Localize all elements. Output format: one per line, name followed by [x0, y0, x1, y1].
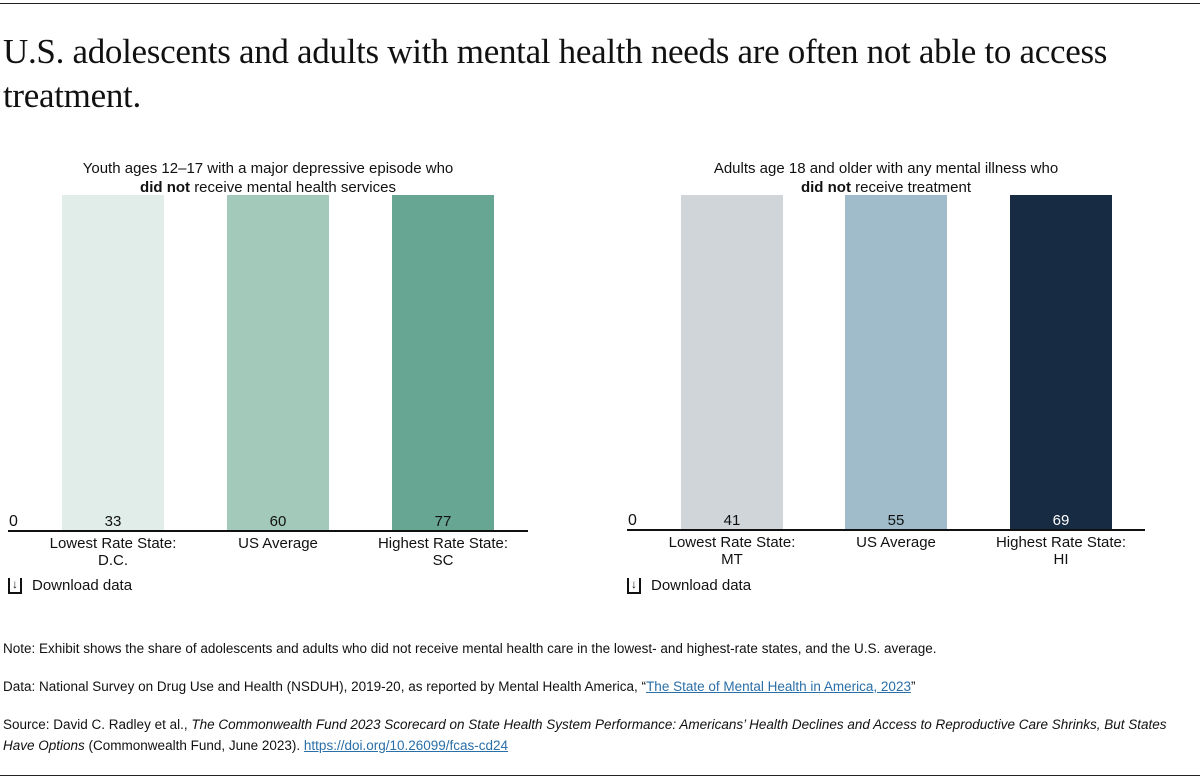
- download-label: Download data: [651, 577, 752, 594]
- data-prefix: Data: National Survey on Drug Use and He…: [3, 679, 647, 694]
- x-tick-label: Lowest Rate State:: [669, 534, 796, 551]
- x-tick-label: Lowest Rate State:: [50, 535, 177, 552]
- x-tick-label: MT: [721, 551, 743, 568]
- bar: [845, 195, 947, 530]
- x-tick-label: SC: [433, 552, 454, 569]
- x-tick-label: US Average: [238, 535, 318, 552]
- bar-value-label: 69: [1053, 512, 1070, 529]
- chart-1-title-rest: receive mental health services: [194, 179, 396, 196]
- x-tick-label: D.C.: [98, 552, 128, 569]
- source: Source: David C. Radley et al., The Comm…: [3, 714, 1193, 756]
- y-tick-label: 0: [628, 512, 637, 529]
- y-tick-label: 0: [9, 513, 18, 530]
- chart-1-title-line1: Youth ages 12–17 with a major depressive…: [82, 160, 454, 177]
- download-icon: ↓: [8, 577, 22, 594]
- data-source: Data: National Survey on Drug Use and He…: [3, 676, 1193, 697]
- x-tick-label: Highest Rate State:: [378, 535, 508, 552]
- download-label: Download data: [32, 577, 133, 594]
- download-data-button-2[interactable]: ↓ Download data: [627, 577, 751, 594]
- bar: [1010, 195, 1112, 530]
- note: Note: Exhibit shows the share of adolesc…: [3, 641, 937, 656]
- chart-2-title-rest: receive treatment: [855, 179, 972, 196]
- chart-2-title-line1: Adults age 18 and older with any mental …: [713, 160, 1059, 177]
- chart-1-title: Youth ages 12–17 with a major depressive…: [8, 159, 528, 197]
- source-mid: (Commonwealth Fund, June 2023).: [84, 738, 304, 753]
- bar: [62, 195, 164, 532]
- page-title: U.S. adolescents and adults with mental …: [3, 32, 1108, 115]
- chart-2-title-bold: did not: [800, 179, 851, 196]
- source-prefix: Source: David C. Radley et al.,: [3, 717, 192, 732]
- bar-value-label: 55: [888, 512, 905, 529]
- top-rule: [0, 3, 1200, 4]
- charts-svg: 010203040506070809033Lowest Rate State:D…: [8, 195, 1145, 569]
- bottom-rule: [0, 775, 1200, 776]
- data-suffix: ”: [910, 679, 916, 694]
- x-tick-label: Highest Rate State:: [996, 534, 1126, 551]
- source-link[interactable]: https://doi.org/10.26099/fcas-cd24: [303, 738, 509, 753]
- x-tick-label: HI: [1054, 551, 1069, 568]
- download-icon: ↓: [627, 577, 641, 594]
- bar-value-label: 33: [105, 513, 122, 530]
- download-data-button-1[interactable]: ↓ Download data: [8, 577, 132, 594]
- chart-2-title: Adults age 18 and older with any mental …: [627, 159, 1145, 197]
- bar: [681, 195, 783, 530]
- bar: [392, 195, 494, 531]
- bar-value-label: 60: [270, 513, 287, 530]
- data-link[interactable]: The State of Mental Health in America, 2…: [646, 679, 911, 694]
- x-tick-label: US Average: [856, 534, 936, 551]
- source-title: The Commonwealth Fund 2023 Scorecard on …: [3, 717, 1167, 753]
- bar-value-label: 41: [724, 512, 741, 529]
- bar: [227, 195, 329, 531]
- chart-1-title-bold: did not: [140, 179, 191, 196]
- bar-value-label: 77: [435, 513, 452, 530]
